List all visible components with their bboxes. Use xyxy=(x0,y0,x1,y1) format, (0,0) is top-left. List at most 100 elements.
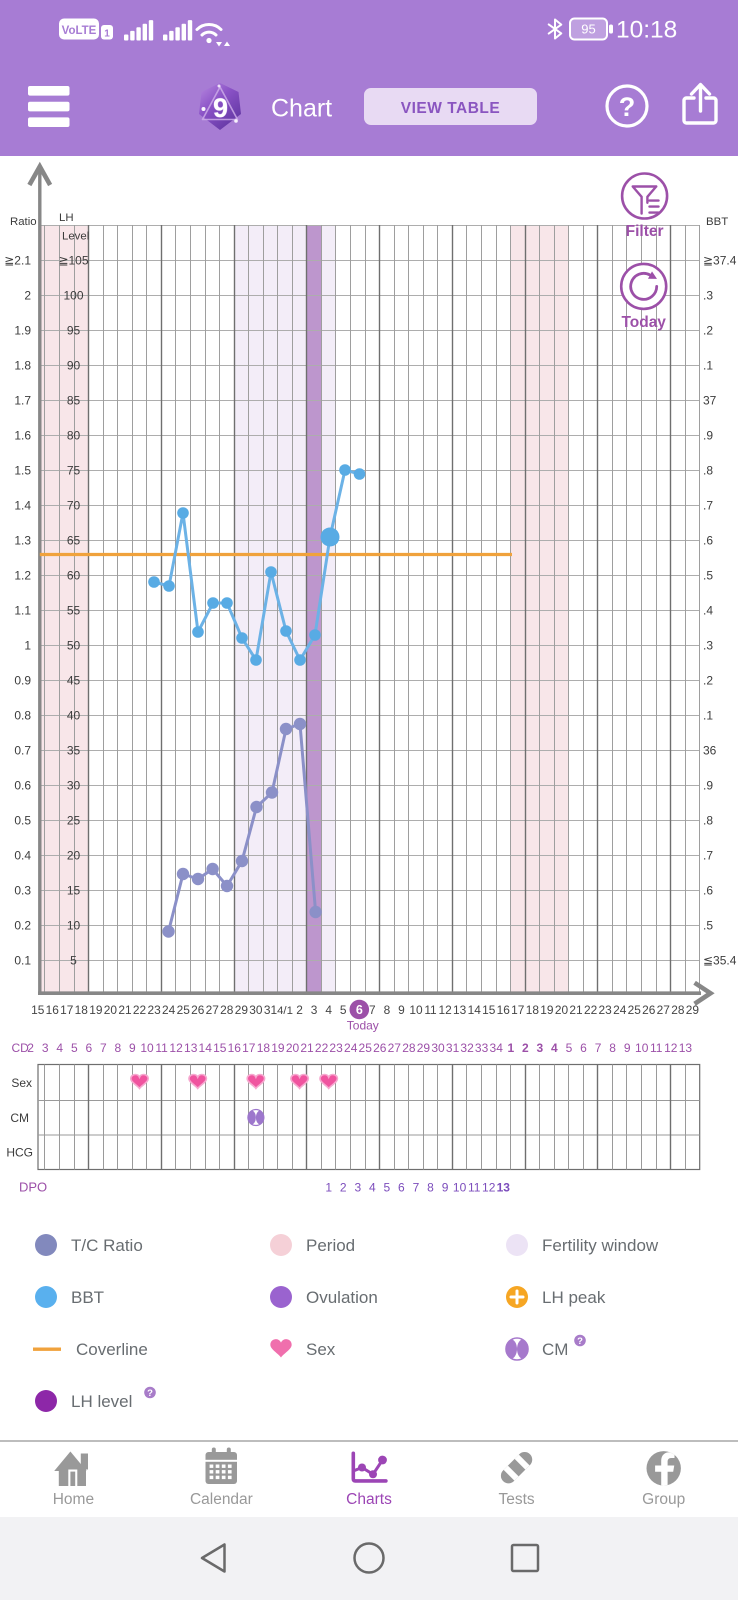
svg-text:7: 7 xyxy=(100,1041,107,1055)
svg-text:14: 14 xyxy=(199,1041,213,1055)
svg-text:45: 45 xyxy=(67,674,81,688)
svg-text:25: 25 xyxy=(177,1003,191,1017)
svg-text:15: 15 xyxy=(31,1003,45,1017)
svg-text:9: 9 xyxy=(398,1003,405,1017)
svg-text:12: 12 xyxy=(438,1003,452,1017)
svg-text:T/C Ratio: T/C Ratio xyxy=(71,1236,143,1255)
svg-text:4/1: 4/1 xyxy=(277,1005,293,1017)
svg-text:0.9: 0.9 xyxy=(14,674,31,688)
svg-text:23: 23 xyxy=(147,1003,161,1017)
svg-text:Level: Level xyxy=(62,231,89,243)
svg-text:12: 12 xyxy=(482,1181,496,1195)
svg-text:VoLTE: VoLTE xyxy=(62,25,97,37)
svg-text:2: 2 xyxy=(340,1181,347,1195)
svg-text:Ratio: Ratio xyxy=(10,216,37,228)
svg-text:25: 25 xyxy=(359,1041,373,1055)
svg-text:Today: Today xyxy=(621,314,666,331)
svg-text:Tests: Tests xyxy=(499,1491,535,1508)
svg-text:.5: .5 xyxy=(703,919,713,933)
svg-text:≦35.4: ≦35.4 xyxy=(703,954,737,968)
svg-text:17: 17 xyxy=(511,1003,525,1017)
svg-text:9: 9 xyxy=(213,93,228,123)
svg-text:CD: CD xyxy=(12,1041,30,1055)
svg-text:HCG: HCG xyxy=(6,1146,33,1160)
svg-text:55: 55 xyxy=(67,604,81,618)
svg-text:10:18: 10:18 xyxy=(616,17,677,44)
svg-text:100: 100 xyxy=(63,289,83,303)
svg-text:16: 16 xyxy=(497,1003,511,1017)
svg-text:1.3: 1.3 xyxy=(14,534,31,548)
svg-text:.9: .9 xyxy=(703,429,713,443)
svg-text:8: 8 xyxy=(427,1181,434,1195)
svg-text:1: 1 xyxy=(507,1041,514,1055)
svg-text:Sex: Sex xyxy=(11,1076,32,1090)
svg-text:.5: .5 xyxy=(703,569,713,583)
svg-text:6: 6 xyxy=(356,1003,363,1017)
svg-text:.8: .8 xyxy=(703,814,713,828)
svg-text:19: 19 xyxy=(271,1041,285,1055)
svg-text:CM: CM xyxy=(542,1340,568,1359)
svg-text:4: 4 xyxy=(325,1003,332,1017)
svg-text:1.1: 1.1 xyxy=(14,604,31,618)
svg-text:9: 9 xyxy=(442,1181,449,1195)
svg-text:VIEW TABLE: VIEW TABLE xyxy=(401,100,500,117)
svg-text:Coverline: Coverline xyxy=(76,1340,148,1359)
svg-text:2: 2 xyxy=(24,289,31,303)
svg-text:LH level: LH level xyxy=(71,1392,132,1411)
svg-text:CM: CM xyxy=(10,1111,29,1125)
svg-text:27: 27 xyxy=(206,1003,220,1017)
svg-text:≧105: ≧105 xyxy=(58,254,88,268)
svg-text:1: 1 xyxy=(104,29,110,40)
svg-text:21: 21 xyxy=(118,1003,132,1017)
svg-text:30: 30 xyxy=(431,1041,445,1055)
svg-text:10: 10 xyxy=(409,1003,423,1017)
svg-text:16: 16 xyxy=(228,1041,242,1055)
svg-text:22: 22 xyxy=(584,1003,598,1017)
svg-text:25: 25 xyxy=(67,814,81,828)
svg-text:16: 16 xyxy=(46,1003,60,1017)
svg-text:11: 11 xyxy=(650,1041,663,1055)
svg-text:2: 2 xyxy=(27,1041,34,1055)
svg-text:15: 15 xyxy=(67,884,81,898)
svg-text:13: 13 xyxy=(453,1003,467,1017)
svg-text:Chart: Chart xyxy=(271,95,332,123)
svg-text:40: 40 xyxy=(67,709,81,723)
svg-text:27: 27 xyxy=(388,1041,402,1055)
svg-text:29: 29 xyxy=(417,1041,431,1055)
svg-text:11: 11 xyxy=(468,1181,481,1195)
svg-text:.7: .7 xyxy=(703,499,713,513)
svg-text:2: 2 xyxy=(296,1003,303,1017)
svg-text:95: 95 xyxy=(581,22,595,37)
svg-text:0.5: 0.5 xyxy=(14,814,31,828)
svg-text:75: 75 xyxy=(67,464,81,478)
svg-text:3: 3 xyxy=(354,1181,361,1195)
svg-text:?: ? xyxy=(147,1388,153,1399)
svg-text:10: 10 xyxy=(635,1041,649,1055)
svg-text:9: 9 xyxy=(624,1041,631,1055)
svg-text:1.7: 1.7 xyxy=(14,394,31,408)
svg-text:18: 18 xyxy=(526,1003,540,1017)
svg-text:25: 25 xyxy=(628,1003,642,1017)
svg-text:7: 7 xyxy=(413,1181,420,1195)
svg-text:18: 18 xyxy=(257,1041,271,1055)
svg-text:.9: .9 xyxy=(703,779,713,793)
svg-text:4: 4 xyxy=(369,1181,376,1195)
svg-text:17: 17 xyxy=(60,1003,74,1017)
svg-text:26: 26 xyxy=(642,1003,656,1017)
svg-text:19: 19 xyxy=(540,1003,554,1017)
svg-text:5: 5 xyxy=(566,1041,573,1055)
svg-text:30: 30 xyxy=(67,779,81,793)
svg-text:0.8: 0.8 xyxy=(14,709,31,723)
svg-text:1.6: 1.6 xyxy=(14,429,31,443)
svg-text:21: 21 xyxy=(569,1003,583,1017)
svg-text:24: 24 xyxy=(344,1041,358,1055)
svg-text:10: 10 xyxy=(67,919,81,933)
svg-text:.2: .2 xyxy=(703,324,713,338)
svg-text:5: 5 xyxy=(70,954,77,968)
svg-text:36: 36 xyxy=(703,744,717,758)
svg-text:≧2.1: ≧2.1 xyxy=(4,254,31,268)
svg-text:37: 37 xyxy=(703,394,717,408)
svg-text:35: 35 xyxy=(67,744,81,758)
svg-text:.2: .2 xyxy=(703,674,713,688)
svg-text:14: 14 xyxy=(468,1003,482,1017)
